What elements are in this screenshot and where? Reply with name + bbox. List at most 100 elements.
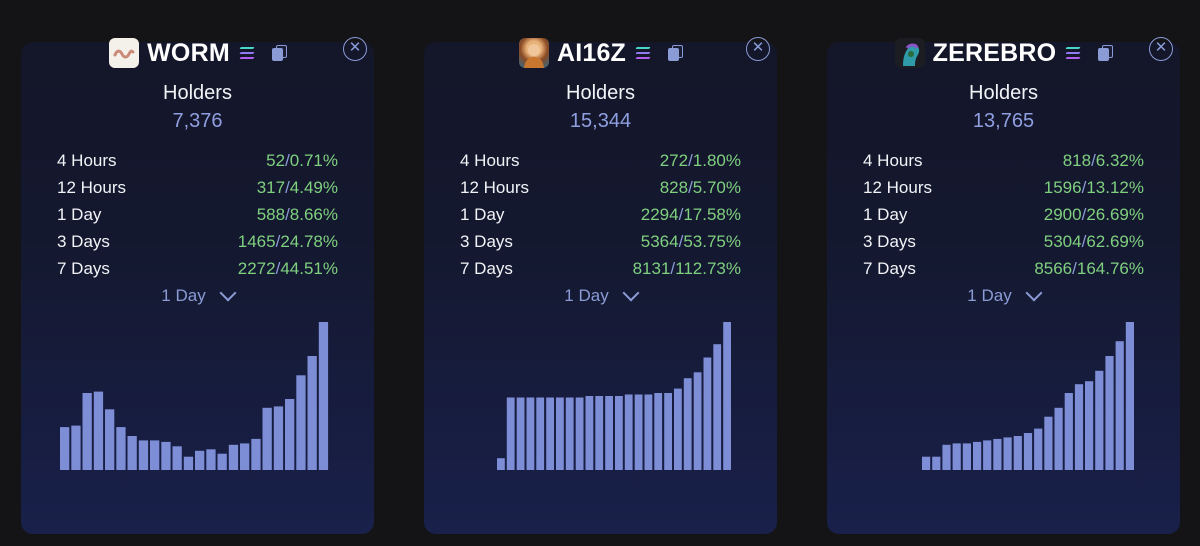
copy-icon[interactable] (1098, 45, 1114, 61)
close-icon[interactable]: ✕ (343, 37, 367, 61)
token-card-zerebro: ZEREBRO ✕ Holders 13,765 4 Hours 818/6.32… (827, 0, 1180, 534)
copy-icon[interactable] (668, 45, 684, 61)
chart-bar (546, 397, 554, 470)
token-card-worm: WORM ✕ Holders 7,376 4 Hours 52/0.71% 12 … (21, 0, 374, 534)
period-dropdown[interactable]: 1 Day (827, 284, 1180, 306)
stat-value: 588/8.66% (256, 204, 338, 224)
chart-bar (1115, 341, 1124, 470)
holders-label: Holders (969, 82, 1038, 104)
stat-value: 8131/112.73% (632, 258, 741, 278)
chart-bar (723, 322, 731, 470)
stat-value: 5304/62.69% (1043, 231, 1144, 251)
stat-row: 4 Hours 818/6.32% (863, 147, 1144, 174)
stat-percent: 4.49% (289, 177, 338, 197)
stat-row: 1 Day 588/8.66% (57, 201, 338, 228)
stat-label: 7 Days (460, 258, 513, 278)
chart-bar (206, 449, 216, 470)
stat-label: 1 Day (460, 204, 505, 224)
holders-bar-chart (60, 322, 329, 470)
chart-bar (497, 458, 505, 470)
stat-count: 828 (659, 177, 689, 197)
stat-row: 7 Days 8131/112.73% (460, 255, 741, 282)
chart-bar (318, 322, 329, 470)
chart-bar (1034, 428, 1043, 470)
ai16z-avatar-icon (518, 38, 549, 68)
period-label: 1 Day (967, 286, 1012, 305)
chart-bar (973, 441, 982, 470)
stat-count: 8566 (1034, 258, 1073, 278)
stat-value: 2900/26.69% (1043, 204, 1144, 224)
holders-count: 13,765 (972, 110, 1035, 132)
solana-icon (239, 47, 255, 59)
period-dropdown[interactable]: 1 Day (21, 284, 374, 306)
stat-count: 588 (256, 204, 286, 224)
stat-label: 12 Hours (460, 177, 529, 197)
stat-percent: 164.76% (1076, 258, 1144, 278)
holders-label: Holders (163, 82, 232, 104)
stat-value: 2272/44.51% (237, 258, 338, 278)
stat-label: 3 Days (57, 231, 110, 251)
stat-percent: 8.66% (289, 204, 338, 224)
chart-bar (605, 396, 613, 470)
token-name: WORM (147, 38, 230, 67)
stat-row: 1 Day 2900/26.69% (863, 201, 1144, 228)
holders-count: 7,376 (172, 110, 223, 132)
chart-bar (1054, 407, 1063, 470)
chart-bar (138, 440, 149, 470)
chart-bar (127, 436, 137, 470)
stat-value: 52/0.71% (266, 150, 338, 170)
worm-logo-icon (109, 38, 140, 68)
chart-bar (307, 356, 317, 470)
close-icon[interactable]: ✕ (1149, 37, 1173, 61)
chart-bar (932, 456, 941, 470)
chart-bar (556, 397, 564, 470)
stat-row: 12 Hours 1596/13.12% (863, 174, 1144, 201)
chart-bar (674, 388, 682, 470)
stat-label: 3 Days (863, 231, 916, 251)
stat-count: 5304 (1043, 231, 1082, 251)
chart-bar (1085, 381, 1094, 470)
chart-bar (1074, 384, 1084, 470)
holder-stats: 4 Hours 818/6.32% 12 Hours 1596/13.12% 1 D… (863, 147, 1144, 282)
stat-count: 1465 (237, 231, 276, 251)
stat-value: 272/1.80% (659, 150, 741, 170)
period-label: 1 Day (564, 286, 609, 305)
chart-bar (93, 391, 104, 470)
chart-bar (105, 409, 115, 470)
stat-label: 12 Hours (863, 177, 932, 197)
stat-row: 12 Hours 828/5.70% (460, 174, 741, 201)
chart-bar (251, 438, 261, 470)
stat-percent: 112.73% (675, 258, 741, 278)
chart-bar (240, 443, 250, 470)
chart-bar (116, 427, 126, 470)
chart-bar (1105, 356, 1114, 470)
chart-bar (1023, 433, 1033, 470)
chart-bar (565, 397, 574, 470)
chart-bar (71, 425, 81, 470)
stat-percent: 44.51% (280, 258, 338, 278)
chart-bar (703, 357, 712, 470)
chart-bar (983, 440, 992, 470)
chart-bar (516, 397, 525, 470)
chart-bar (922, 456, 931, 470)
period-dropdown[interactable]: 1 Day (424, 284, 777, 306)
holders-bar-chart (497, 322, 731, 470)
chevron-down-icon (219, 284, 237, 302)
stat-label: 4 Hours (460, 150, 520, 170)
stat-label: 7 Days (863, 258, 916, 278)
chart-bar (952, 443, 961, 470)
chart-bar (654, 393, 663, 470)
stat-row: 7 Days 8566/164.76% (863, 255, 1144, 282)
card-header: AI16Z (424, 33, 777, 73)
close-icon[interactable]: ✕ (746, 37, 770, 61)
stat-count: 2294 (640, 204, 679, 224)
stat-value: 1465/24.78% (237, 231, 338, 251)
chart-bar (942, 444, 951, 470)
stat-percent: 5.70% (692, 177, 741, 197)
chart-bar (634, 394, 643, 470)
copy-icon[interactable] (271, 45, 287, 61)
stat-percent: 26.69% (1086, 204, 1144, 224)
holders-label: Holders (566, 82, 635, 104)
stat-value: 8566/164.76% (1034, 258, 1144, 278)
chart-bar (273, 406, 284, 470)
